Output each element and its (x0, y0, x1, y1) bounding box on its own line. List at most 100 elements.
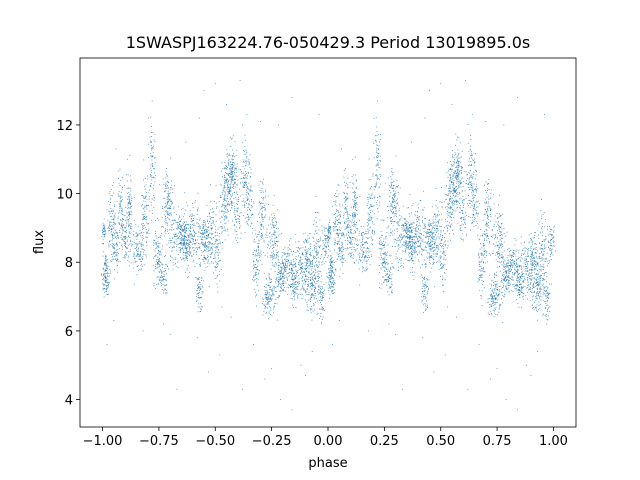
data-point (119, 201, 121, 203)
data-point (368, 249, 370, 251)
data-point (442, 266, 443, 267)
data-point (376, 169, 378, 171)
data-point (249, 167, 251, 169)
data-point (210, 256, 212, 258)
data-point (330, 255, 332, 257)
data-point (184, 226, 186, 228)
data-point (182, 247, 183, 249)
data-point (247, 192, 249, 194)
data-point (358, 232, 360, 234)
data-point (444, 264, 446, 265)
data-point (188, 234, 189, 236)
data-point (202, 236, 204, 237)
data-point (178, 247, 180, 249)
data-point (112, 222, 114, 223)
data-point (331, 282, 333, 284)
data-point (142, 255, 144, 257)
data-point (120, 219, 121, 221)
data-point (392, 194, 394, 196)
data-point (192, 261, 194, 263)
data-point (142, 218, 144, 220)
data-point (446, 209, 448, 211)
data-point (396, 250, 398, 252)
data-point (232, 175, 234, 177)
data-point (334, 229, 336, 231)
data-point (473, 191, 475, 193)
data-point (361, 233, 363, 235)
data-point (451, 213, 452, 215)
data-point (467, 142, 469, 144)
data-point (411, 229, 413, 231)
data-point (210, 201, 212, 203)
data-point (405, 258, 407, 260)
data-point (118, 190, 120, 192)
data-point (355, 174, 357, 176)
data-point (441, 187, 442, 188)
data-point (142, 227, 143, 229)
data-point (104, 256, 106, 258)
data-point (192, 230, 194, 232)
data-point (159, 271, 160, 273)
data-point (403, 224, 405, 226)
data-point (452, 190, 454, 192)
data-point (232, 166, 234, 168)
data-point (429, 231, 431, 233)
data-point (106, 294, 108, 295)
data-point (333, 242, 335, 244)
data-point (148, 196, 150, 198)
data-point (212, 221, 214, 223)
data-point (402, 225, 404, 226)
data-point (347, 224, 348, 225)
data-point (459, 207, 461, 209)
data-point (105, 262, 107, 264)
data-point (335, 269, 337, 270)
data-point (183, 228, 185, 230)
data-point (162, 245, 164, 247)
data-point (236, 208, 238, 210)
data-point (417, 239, 418, 241)
data-point (338, 235, 340, 237)
data-point (384, 263, 386, 265)
data-point (148, 117, 150, 119)
data-point (233, 169, 235, 171)
data-point (219, 233, 221, 234)
data-point (394, 195, 395, 197)
data-point (215, 228, 217, 230)
data-point (435, 255, 437, 257)
data-point (431, 226, 433, 228)
data-point (144, 210, 146, 212)
data-point (419, 244, 421, 246)
data-point (108, 210, 110, 212)
data-point (118, 170, 120, 172)
data-point (450, 169, 452, 171)
data-point (436, 228, 437, 229)
data-point (351, 251, 353, 253)
data-point (183, 216, 185, 218)
data-point (146, 199, 148, 201)
data-point (235, 175, 237, 177)
data-point (198, 226, 200, 228)
data-point (157, 282, 159, 284)
data-point (346, 239, 348, 241)
data-point (393, 194, 395, 195)
data-point (352, 207, 354, 209)
data-point (104, 263, 106, 264)
data-point (436, 228, 438, 230)
data-point (108, 275, 110, 277)
data-point (174, 243, 176, 245)
data-point (433, 227, 435, 229)
data-point (330, 233, 331, 235)
data-point (139, 255, 141, 256)
data-point (328, 240, 329, 241)
data-point (193, 218, 194, 219)
data-point (169, 219, 170, 221)
data-point (330, 275, 332, 277)
data-point (395, 187, 397, 189)
data-point (468, 179, 470, 181)
data-point (334, 193, 336, 195)
data-point (209, 216, 211, 217)
data-point (124, 256, 126, 258)
data-point (339, 276, 341, 278)
data-point (211, 229, 213, 231)
data-point (166, 217, 168, 218)
